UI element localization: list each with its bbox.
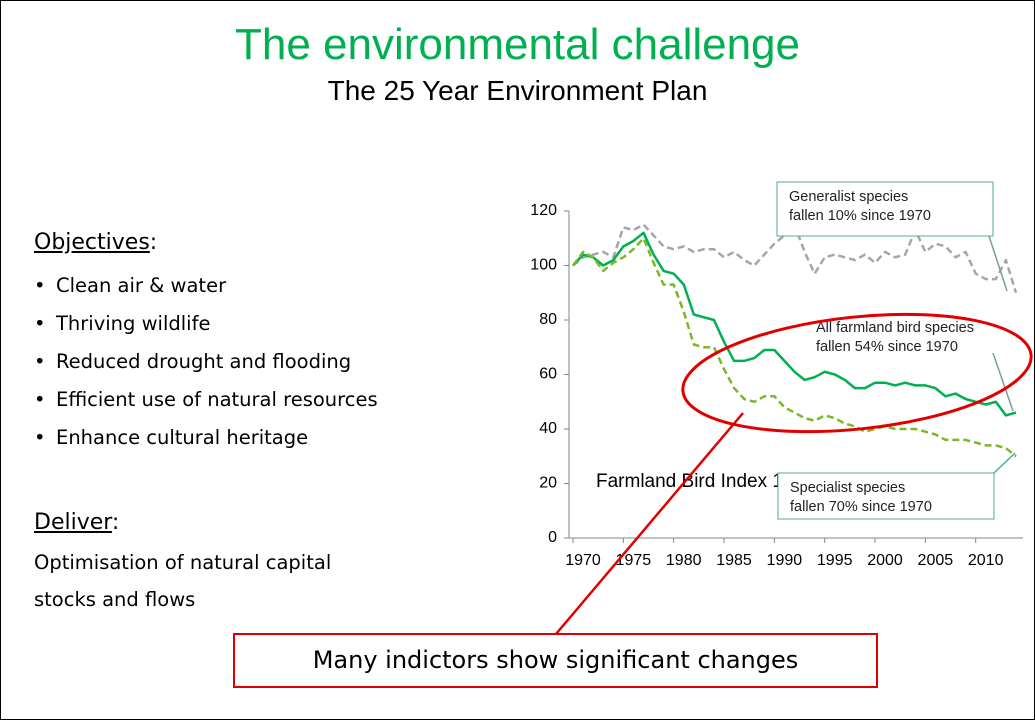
callout-frame	[776, 181, 994, 237]
y-tick-label: 40	[539, 420, 557, 437]
y-tick-label: 0	[548, 529, 557, 546]
heading-colon: :	[111, 510, 120, 535]
deliver-text: Optimisation of natural capital stocks a…	[34, 544, 331, 618]
highlight-ellipse	[681, 312, 1033, 434]
y-tick-label: 120	[530, 202, 557, 219]
x-tick-label: 1995	[817, 552, 853, 569]
y-tick-label: 100	[530, 257, 557, 274]
heading-text: Deliver	[34, 510, 112, 535]
callout-frame	[777, 472, 995, 520]
callout-text: fallen 70% since 1970	[790, 499, 932, 515]
x-tick-label: 1970	[565, 552, 601, 569]
objective-item: Thriving wildlife	[34, 305, 378, 343]
y-tick-label: 80	[539, 311, 557, 328]
callout-text: fallen 54% since 1970	[816, 339, 958, 355]
callout-text: All farmland bird species	[816, 320, 974, 336]
heading-colon: :	[149, 230, 158, 255]
slide-title: The environmental challenge	[234, 20, 801, 69]
callout-leader	[992, 352, 1014, 412]
deliver-heading: Deliver:	[34, 509, 119, 537]
series-line	[571, 237, 1017, 458]
y-tick-label: 60	[539, 366, 557, 383]
callout-box: Many indictors show significant changes	[233, 633, 878, 688]
objectives-heading: Objectives:	[34, 229, 157, 257]
x-tick-label: 2000	[867, 552, 903, 569]
x-tick-label: 2005	[918, 552, 954, 569]
objective-item: Efficient use of natural resources	[34, 381, 378, 419]
series-line	[572, 231, 1017, 417]
callout-leader	[988, 235, 1008, 292]
callout-text: Specialist species	[790, 480, 905, 496]
deliver-line: stocks and flows	[34, 588, 196, 611]
callout-text: fallen 10% since 1970	[789, 208, 931, 224]
x-tick-label: 1980	[666, 552, 702, 569]
heading-text: Objectives	[34, 230, 150, 255]
x-tick-label: 2010	[968, 552, 1004, 569]
x-tick-label: 1990	[767, 552, 803, 569]
pointer-line	[555, 412, 744, 635]
x-tick-label: 1985	[716, 552, 752, 569]
callout-leader	[993, 452, 1016, 474]
callout-text: Generalist species	[789, 189, 908, 205]
objective-item: Enhance cultural heritage	[34, 419, 378, 457]
x-tick-label: 1975	[616, 552, 652, 569]
objective-item: Reduced drought and flooding	[34, 343, 378, 381]
objectives-list: Clean air & water Thriving wildlife Redu…	[34, 267, 378, 457]
objective-item: Clean air & water	[34, 267, 378, 305]
slide-subtitle: The 25 Year Environment Plan	[327, 75, 708, 106]
deliver-line: Optimisation of natural capital	[34, 551, 332, 574]
y-tick-label: 20	[539, 475, 557, 492]
